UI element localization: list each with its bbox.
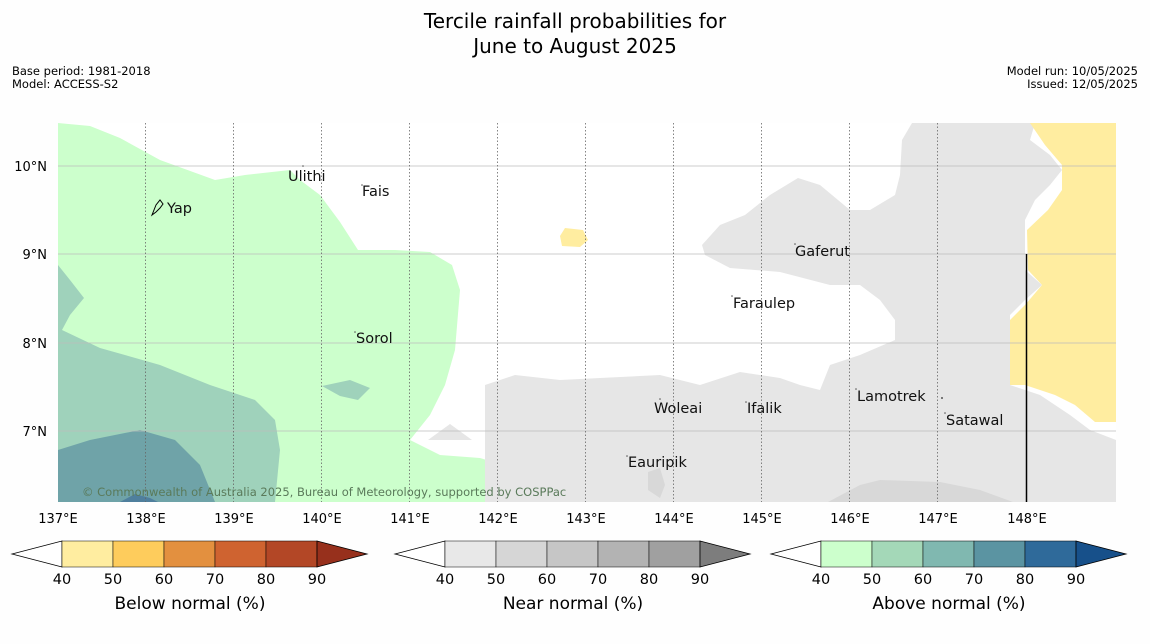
lon-label-147e: 147°E <box>918 512 958 527</box>
near-extend-low <box>393 540 446 568</box>
lon-label-148e: 148°E <box>1007 512 1047 527</box>
below-normal-patch <box>560 228 588 247</box>
lat-label-9n: 9°N <box>23 248 48 263</box>
lat-label-8n: 8°N <box>23 337 48 352</box>
lon-gridlines <box>145 123 938 502</box>
map-title-line2: June to August 2025 <box>473 34 677 58</box>
near-normal-patch <box>428 424 472 440</box>
below-swatch-3 <box>214 540 267 568</box>
above-tick-80: 80 <box>1016 572 1034 588</box>
place-ifalik: Ifalik <box>747 401 782 417</box>
near-tick-40: 40 <box>436 572 454 588</box>
place-eauripik: Eauripik <box>628 455 687 471</box>
below-swatch-2 <box>163 540 216 568</box>
lon-label-145e: 145°E <box>742 512 782 527</box>
lon-label-139e: 139°E <box>214 512 254 527</box>
base-period-text: Base period: 1981-2018 <box>12 64 151 78</box>
map-title-line1: Tercile rainfall probabilities for <box>423 9 727 33</box>
below-swatch-0 <box>61 540 114 568</box>
near-swatch-0 <box>444 540 497 568</box>
near-swatch-4 <box>648 540 701 568</box>
near-tick-60: 60 <box>538 572 556 588</box>
colorbar-above-label: Above normal (%) <box>872 594 1026 614</box>
lon-label-141e: 141°E <box>390 512 430 527</box>
below-tick-70: 70 <box>206 572 224 588</box>
colorbar-near-label: Near normal (%) <box>502 594 644 614</box>
issued-text: Issued: 12/05/2025 <box>1027 77 1138 91</box>
near-swatch-2 <box>546 540 599 568</box>
colorbar-above-normal: 40 50 60 70 80 90 <box>769 540 1128 588</box>
above-tick-90: 90 <box>1067 572 1085 588</box>
place-fais: Fais <box>362 184 389 200</box>
above-tick-70: 70 <box>965 572 983 588</box>
above-normal-region-70 <box>120 494 158 502</box>
place-ulithi: Ulithi <box>288 169 326 185</box>
above-swatch-2 <box>922 540 975 568</box>
near-normal-patch-50 <box>648 468 665 498</box>
lat-label-7n: 7°N <box>23 425 48 440</box>
below-swatch-4 <box>265 540 318 568</box>
lon-label-140e: 140°E <box>302 512 342 527</box>
above-normal-patch <box>322 380 370 400</box>
above-extend-low <box>769 540 822 568</box>
copyright-text: © Commonwealth of Australia 2025, Bureau… <box>82 485 566 499</box>
lon-label-143e: 143°E <box>566 512 606 527</box>
place-sorol: Sorol <box>356 331 393 347</box>
lon-label-146e: 146°E <box>830 512 870 527</box>
colorbar-near-normal: 40 50 60 70 80 90 <box>393 540 752 588</box>
place-yap: Yap <box>166 201 192 217</box>
above-swatch-0 <box>820 540 873 568</box>
above-swatch-1 <box>871 540 924 568</box>
near-tick-80: 80 <box>640 572 658 588</box>
lat-label-10n: 10°N <box>14 160 47 175</box>
below-swatch-1 <box>112 540 165 568</box>
below-normal-region <box>1010 123 1116 422</box>
place-faraulep: Faraulep <box>733 296 795 312</box>
below-tick-40: 40 <box>53 572 71 588</box>
below-tick-80: 80 <box>257 572 275 588</box>
lon-label-142e: 142°E <box>478 512 518 527</box>
below-tick-50: 50 <box>104 572 122 588</box>
place-satawal: Satawal <box>946 413 1003 429</box>
near-swatch-1 <box>495 540 548 568</box>
near-normal-region-50 <box>828 480 1013 502</box>
near-swatch-3 <box>597 540 650 568</box>
place-markers <box>302 165 946 457</box>
place-lamotrek: Lamotrek <box>857 389 926 405</box>
map-area: Yap Ulithi Fais Gaferut Faraulep Sorol W… <box>58 123 1116 502</box>
above-swatch-4 <box>1024 540 1077 568</box>
near-tick-70: 70 <box>589 572 607 588</box>
below-extend-high <box>316 540 369 568</box>
above-tick-50: 50 <box>863 572 881 588</box>
near-tick-50: 50 <box>487 572 505 588</box>
above-tick-40: 40 <box>812 572 830 588</box>
meta-right: Model run: 10/05/2025 Issued: 12/05/2025 <box>1007 65 1138 91</box>
near-normal-region <box>485 123 1116 502</box>
lon-label-138e: 138°E <box>126 512 166 527</box>
below-tick-60: 60 <box>155 572 173 588</box>
meta-left: Base period: 1981-2018 Model: ACCESS-S2 <box>12 65 151 91</box>
model-text: Model: ACCESS-S2 <box>12 77 119 91</box>
place-gaferut: Gaferut <box>795 244 850 260</box>
lat-gridlines <box>58 165 1116 432</box>
above-tick-60: 60 <box>914 572 932 588</box>
above-swatch-3 <box>973 540 1026 568</box>
above-normal-region-60 <box>58 430 215 502</box>
colorbar-below-normal: 40 50 60 70 80 90 <box>10 540 369 588</box>
place-woleai: Woleai <box>654 401 702 417</box>
lon-label-137e: 137°E <box>38 512 78 527</box>
lon-label-144e: 144°E <box>654 512 694 527</box>
above-extend-high <box>1075 540 1128 568</box>
model-run-text: Model run: 10/05/2025 <box>1006 64 1138 78</box>
yap-island <box>150 199 164 217</box>
near-tick-90: 90 <box>691 572 709 588</box>
below-extend-low <box>10 540 63 568</box>
below-tick-90: 90 <box>308 572 326 588</box>
near-extend-high <box>699 540 752 568</box>
colorbar-below-label: Below normal (%) <box>114 594 266 614</box>
